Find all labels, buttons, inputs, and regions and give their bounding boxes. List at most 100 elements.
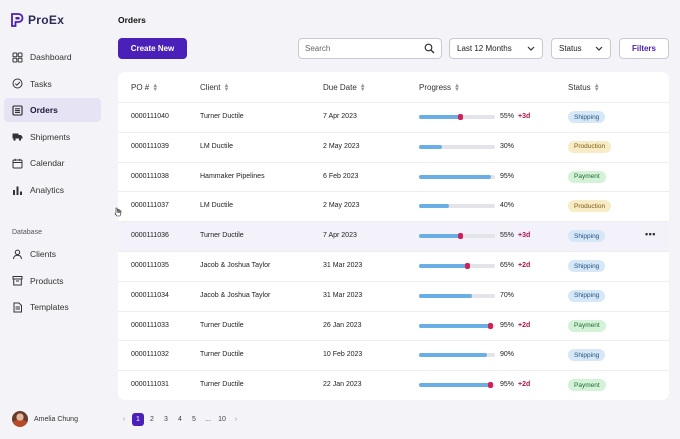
sort-icon[interactable]: ▲ ▼: [454, 82, 460, 93]
column-header-progress[interactable]: Progress ▲ ▼: [419, 82, 460, 93]
sidebar-item-templates[interactable]: Templates: [4, 295, 101, 319]
client-name: Jacob & Joshua Taylor: [200, 262, 271, 269]
overdue-marker: [457, 233, 463, 240]
column-header-po[interactable]: PO # ▲ ▼: [131, 82, 159, 93]
po-number: 0000111039: [131, 142, 169, 150]
page-button-10[interactable]: 10: [218, 416, 226, 423]
table-row[interactable]: 0000111032 Turner Ductile 10 Feb 2023 90% Sh…: [118, 340, 669, 370]
table-row[interactable]: 0000111034 Jacob & Joshua Taylor 31 Mar 20…: [118, 280, 669, 311]
progress-bar: [419, 353, 495, 358]
overdue-marker: [488, 322, 494, 329]
client-name: Turner Ductile: [200, 321, 244, 329]
search-icon[interactable]: [424, 43, 435, 54]
status-badge: Payment: [568, 319, 606, 332]
sort-icon[interactable]: ▲ ▼: [359, 82, 366, 93]
column-header-label: PO #: [131, 83, 150, 92]
create-new-button[interactable]: Create New: [118, 38, 187, 59]
status-select[interactable]: Status: [551, 38, 611, 59]
table-row[interactable]: 0000111036 Turner Ductile 7 Apr 2023 55% +3d…: [118, 221, 669, 252]
progress-percent: 95%: [500, 172, 515, 180]
progress-bar: [419, 263, 495, 269]
overdue-marker: [488, 382, 494, 389]
search-box: [298, 38, 442, 59]
po-number: 0000111038: [131, 172, 169, 180]
progress-percent: 30%: [500, 142, 515, 150]
status-badge: Shipping: [568, 289, 606, 302]
pagination-ellipsis: ...: [205, 416, 211, 423]
proex-logo-icon: [11, 13, 24, 27]
table-row[interactable]: 0000111035 Jacob & Joshua Taylor 31 Mar 20…: [118, 251, 669, 281]
overdue-marker: [457, 114, 463, 120]
page-button-1[interactable]: 1: [132, 413, 144, 426]
progress-bar: [419, 174, 495, 179]
sort-icon[interactable]: ▲ ▼: [593, 82, 600, 93]
sidebar-item-calendar[interactable]: Calendar: [4, 151, 101, 175]
sidebar-item-orders[interactable]: Orders: [4, 98, 101, 123]
main-content: Orders Create New Last 12 Months Status …: [106, 0, 680, 439]
app-logo[interactable]: ProEx: [11, 13, 64, 27]
next-page-icon[interactable]: ›: [234, 416, 238, 423]
table-row[interactable]: 0000111037 LM Ductile 2 May 2023 40% Product…: [118, 191, 669, 221]
due-date: 7 Apr 2023: [323, 113, 357, 120]
progress-bar: [419, 322, 495, 329]
progress-percent: 40%: [500, 202, 515, 210]
search-input[interactable]: [305, 44, 424, 53]
progress-fill: [419, 234, 461, 239]
progress-bar: [419, 144, 495, 149]
progress-fill: [419, 353, 488, 358]
column-header-status[interactable]: Status ▲ ▼: [568, 82, 600, 93]
sidebar-item-products[interactable]: Products: [4, 269, 101, 293]
due-date: 2 May 2023: [323, 142, 360, 150]
chevron-down-icon: [595, 46, 603, 51]
progress-fill: [419, 115, 461, 119]
sidebar-item-label: Clients: [30, 249, 56, 259]
client-name: LM Ductile: [200, 142, 234, 150]
sort-icon[interactable]: ▲ ▼: [223, 82, 230, 93]
due-date: 31 Mar 2023: [323, 291, 363, 299]
po-number: 0000111034: [131, 291, 169, 299]
page-title: Orders: [118, 15, 146, 25]
bar-chart-icon: [12, 185, 23, 196]
page-button-4[interactable]: 4: [178, 416, 182, 423]
po-number: 0000111035: [131, 262, 169, 269]
progress-percent: 65%: [500, 262, 515, 269]
page-button-5[interactable]: 5: [192, 416, 196, 423]
status-badge: Shipping: [568, 260, 606, 272]
client-name: Turner Ductile: [200, 351, 244, 359]
table-row[interactable]: 0000111033 Turner Ductile 26 Jan 2023 95% +2…: [118, 310, 669, 341]
user-profile[interactable]: Amelia Chung: [12, 411, 78, 427]
table-row[interactable]: 0000111038 Hammaker Pipelines 6 Feb 2023 95…: [118, 161, 669, 192]
table-row[interactable]: 0000111031 Turner Ductile 22 Jan 2023 95% +2…: [118, 370, 669, 400]
sidebar-item-shipments[interactable]: Shipments: [4, 125, 101, 149]
table-row[interactable]: 0000111039 LM Ductile 2 May 2023 30% Product…: [118, 131, 669, 162]
avatar: [12, 411, 28, 427]
sidebar-item-analytics[interactable]: Analytics: [4, 178, 101, 202]
delay-indicator: +2d: [518, 262, 531, 269]
pagination: ‹ 1 2 3 4 5... 10 ›: [118, 413, 242, 426]
sidebar-item-label: Products: [30, 275, 64, 286]
page-button-2[interactable]: 2: [150, 416, 154, 423]
page-button-3[interactable]: 3: [164, 416, 168, 423]
sort-icon[interactable]: ▲ ▼: [152, 82, 159, 93]
prev-page-icon[interactable]: ‹: [122, 416, 126, 423]
filters-button[interactable]: Filters: [619, 38, 669, 59]
calendar-icon: [12, 158, 23, 169]
po-number: 0000111036: [131, 232, 169, 240]
delay-indicator: +3d: [518, 232, 531, 240]
status-badge: Shipping: [568, 230, 606, 243]
progress-bar: [419, 114, 495, 120]
period-select[interactable]: Last 12 Months: [449, 38, 543, 59]
table-row[interactable]: 0000111040 Turner Ductile 7 Apr 2023 55% +3d…: [118, 102, 669, 132]
sidebar-item-tasks[interactable]: Tasks: [4, 72, 101, 96]
progress-percent: 55%: [500, 232, 515, 240]
column-header-due-date[interactable]: Due Date ▲ ▼: [323, 82, 366, 93]
client-name: Jacob & Joshua Taylor: [200, 291, 271, 299]
progress-percent: 95%: [500, 381, 515, 389]
due-date: 2 May 2023: [323, 202, 360, 210]
client-name: Turner Ductile: [200, 381, 244, 389]
more-actions-icon[interactable]: •••: [645, 229, 656, 240]
column-header-client[interactable]: Client ▲ ▼: [200, 82, 230, 93]
sidebar-item-dashboard[interactable]: Dashboard: [4, 45, 101, 69]
truck-icon: [12, 131, 23, 142]
sidebar-item-clients[interactable]: Clients: [4, 242, 101, 266]
